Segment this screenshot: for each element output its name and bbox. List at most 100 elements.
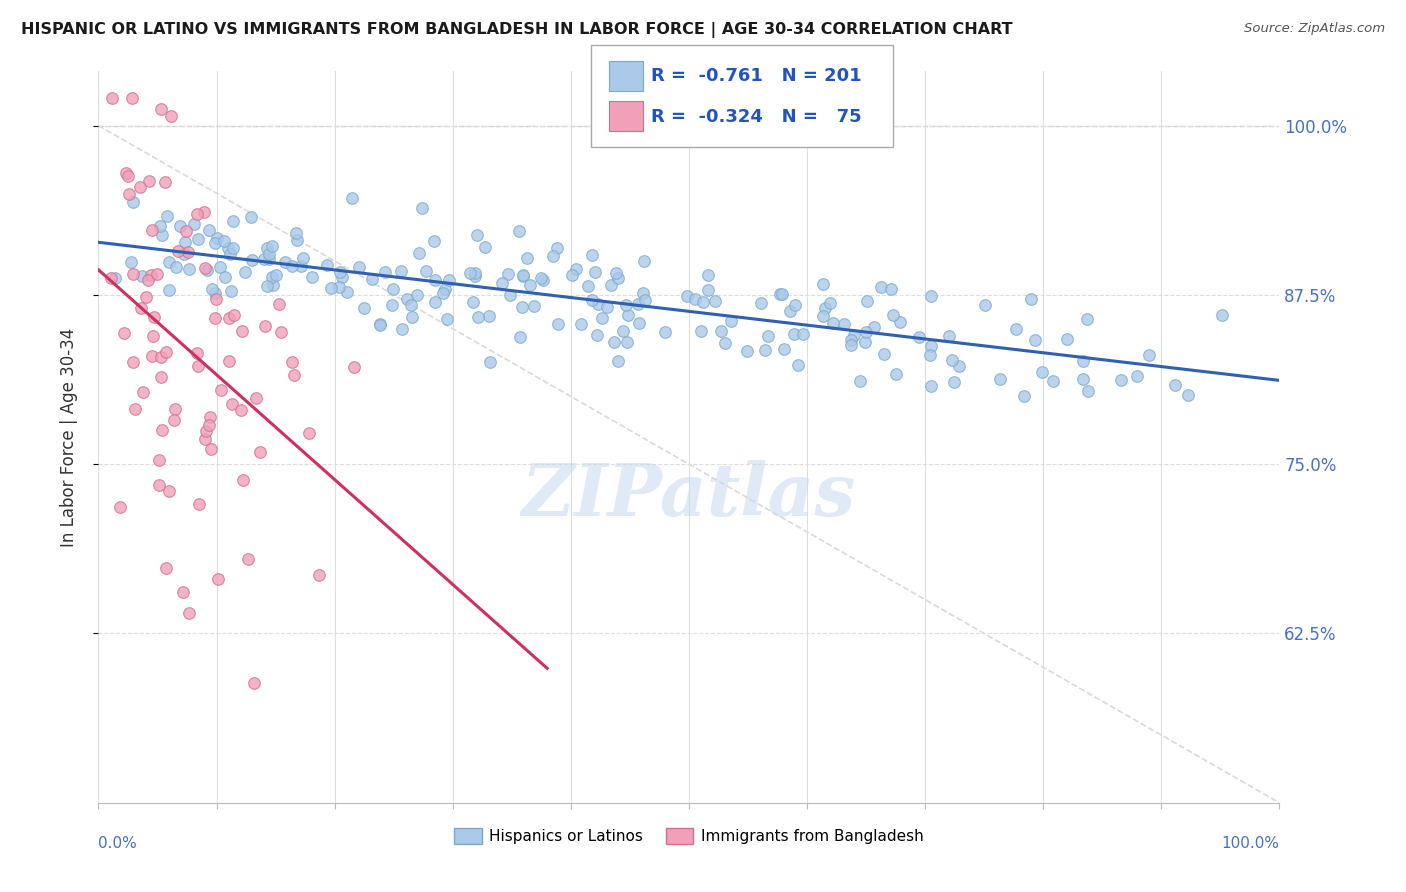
Point: [266, 268, 288, 282]
Point: [870, 280, 893, 294]
Point: [842, 327, 865, 342]
Point: [696, 284, 718, 298]
Point: [209, 384, 232, 398]
Point: [129, 301, 152, 316]
Point: [222, 242, 245, 256]
Point: [519, 278, 541, 293]
Text: ZIPatlas: ZIPatlas: [522, 460, 856, 531]
Point: [204, 236, 226, 251]
Point: [257, 247, 280, 261]
Point: [150, 423, 173, 437]
Point: [920, 379, 942, 393]
Point: [720, 314, 742, 328]
Point: [120, 254, 142, 268]
Point: [787, 358, 810, 372]
Point: [814, 301, 837, 315]
Point: [124, 401, 146, 416]
Point: [141, 223, 163, 237]
Point: [855, 325, 877, 339]
Point: [434, 282, 457, 296]
Point: [1019, 292, 1042, 306]
Point: [262, 239, 284, 253]
Point: [508, 224, 530, 238]
Point: [1071, 372, 1094, 386]
Point: [218, 310, 240, 325]
Point: [478, 355, 501, 369]
Point: [148, 477, 170, 491]
Point: [612, 324, 634, 338]
Point: [194, 432, 217, 446]
Point: [1077, 384, 1099, 398]
Point: [316, 258, 339, 272]
Point: [839, 333, 862, 347]
Point: [153, 175, 176, 189]
Point: [703, 294, 725, 309]
Point: [512, 268, 534, 282]
Point: [291, 251, 314, 265]
Point: [101, 91, 124, 105]
Point: [301, 269, 323, 284]
Point: [754, 343, 776, 357]
Point: [156, 209, 179, 223]
Point: [207, 231, 229, 245]
Point: [221, 214, 243, 228]
Point: [229, 402, 252, 417]
Point: [381, 298, 404, 312]
Point: [437, 273, 460, 287]
Point: [256, 241, 278, 255]
Point: [1177, 387, 1199, 401]
Point: [512, 269, 534, 284]
Point: [591, 310, 613, 325]
Point: [152, 227, 174, 242]
Point: [474, 240, 496, 254]
Text: R =  -0.324   N =   75: R = -0.324 N = 75: [651, 108, 862, 126]
Point: [880, 282, 903, 296]
Point: [531, 273, 554, 287]
Point: [1031, 365, 1053, 379]
Point: [839, 338, 862, 352]
Point: [1126, 368, 1149, 383]
Point: [167, 244, 190, 258]
Point: [1071, 353, 1094, 368]
Point: [285, 233, 308, 247]
Point: [270, 326, 292, 340]
Point: [118, 187, 141, 202]
Point: [121, 195, 143, 210]
Point: [218, 354, 240, 368]
Point: [104, 270, 127, 285]
Legend: Hispanics or Latinos, Immigrants from Bangladesh: Hispanics or Latinos, Immigrants from Ba…: [449, 822, 929, 850]
Point: [1024, 333, 1046, 347]
Point: [848, 374, 870, 388]
Point: [128, 180, 150, 194]
Point: [654, 325, 676, 339]
Point: [155, 560, 177, 574]
Point: [461, 294, 484, 309]
Point: [988, 372, 1011, 386]
Point: [561, 268, 583, 282]
Point: [853, 335, 876, 350]
Point: [280, 260, 302, 274]
Point: [149, 369, 172, 384]
Point: [219, 247, 242, 261]
Point: [1012, 389, 1035, 403]
Point: [863, 320, 886, 334]
Point: [195, 424, 218, 438]
Point: [523, 299, 546, 313]
Point: [465, 228, 488, 243]
Point: [239, 211, 262, 225]
Point: [245, 392, 267, 406]
Point: [631, 285, 654, 300]
Point: [834, 317, 856, 331]
Point: [149, 350, 172, 364]
Point: [627, 316, 650, 330]
Point: [389, 264, 412, 278]
Point: [159, 109, 181, 123]
Point: [423, 273, 446, 287]
Point: [516, 251, 538, 265]
Point: [499, 288, 522, 302]
Point: [941, 352, 963, 367]
Point: [157, 484, 180, 499]
Point: [172, 584, 194, 599]
Point: [256, 279, 278, 293]
Point: [1042, 374, 1064, 388]
